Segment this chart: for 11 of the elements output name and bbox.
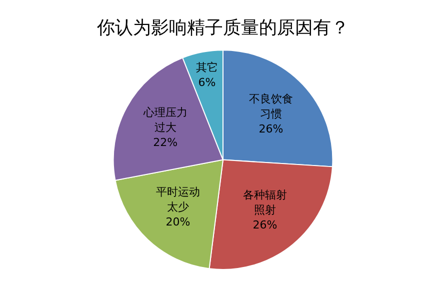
slice-label: 不良饮食习惯 bbox=[248, 92, 293, 121]
data-label: 26% bbox=[252, 218, 278, 232]
slice-label: 各种辐射照射 bbox=[242, 188, 287, 216]
chart-title: 你认为影响精子质量的原因有？ bbox=[96, 17, 349, 38]
slice-label: 心理压力过大 bbox=[142, 106, 188, 134]
data-label: 20% bbox=[166, 216, 190, 229]
data-label: 6% bbox=[198, 76, 216, 90]
data-label: 26% bbox=[258, 122, 284, 136]
slice-label: 平时运动太少 bbox=[156, 186, 200, 214]
data-label: 22% bbox=[153, 136, 178, 149]
slice-label: 其它 bbox=[196, 61, 218, 74]
